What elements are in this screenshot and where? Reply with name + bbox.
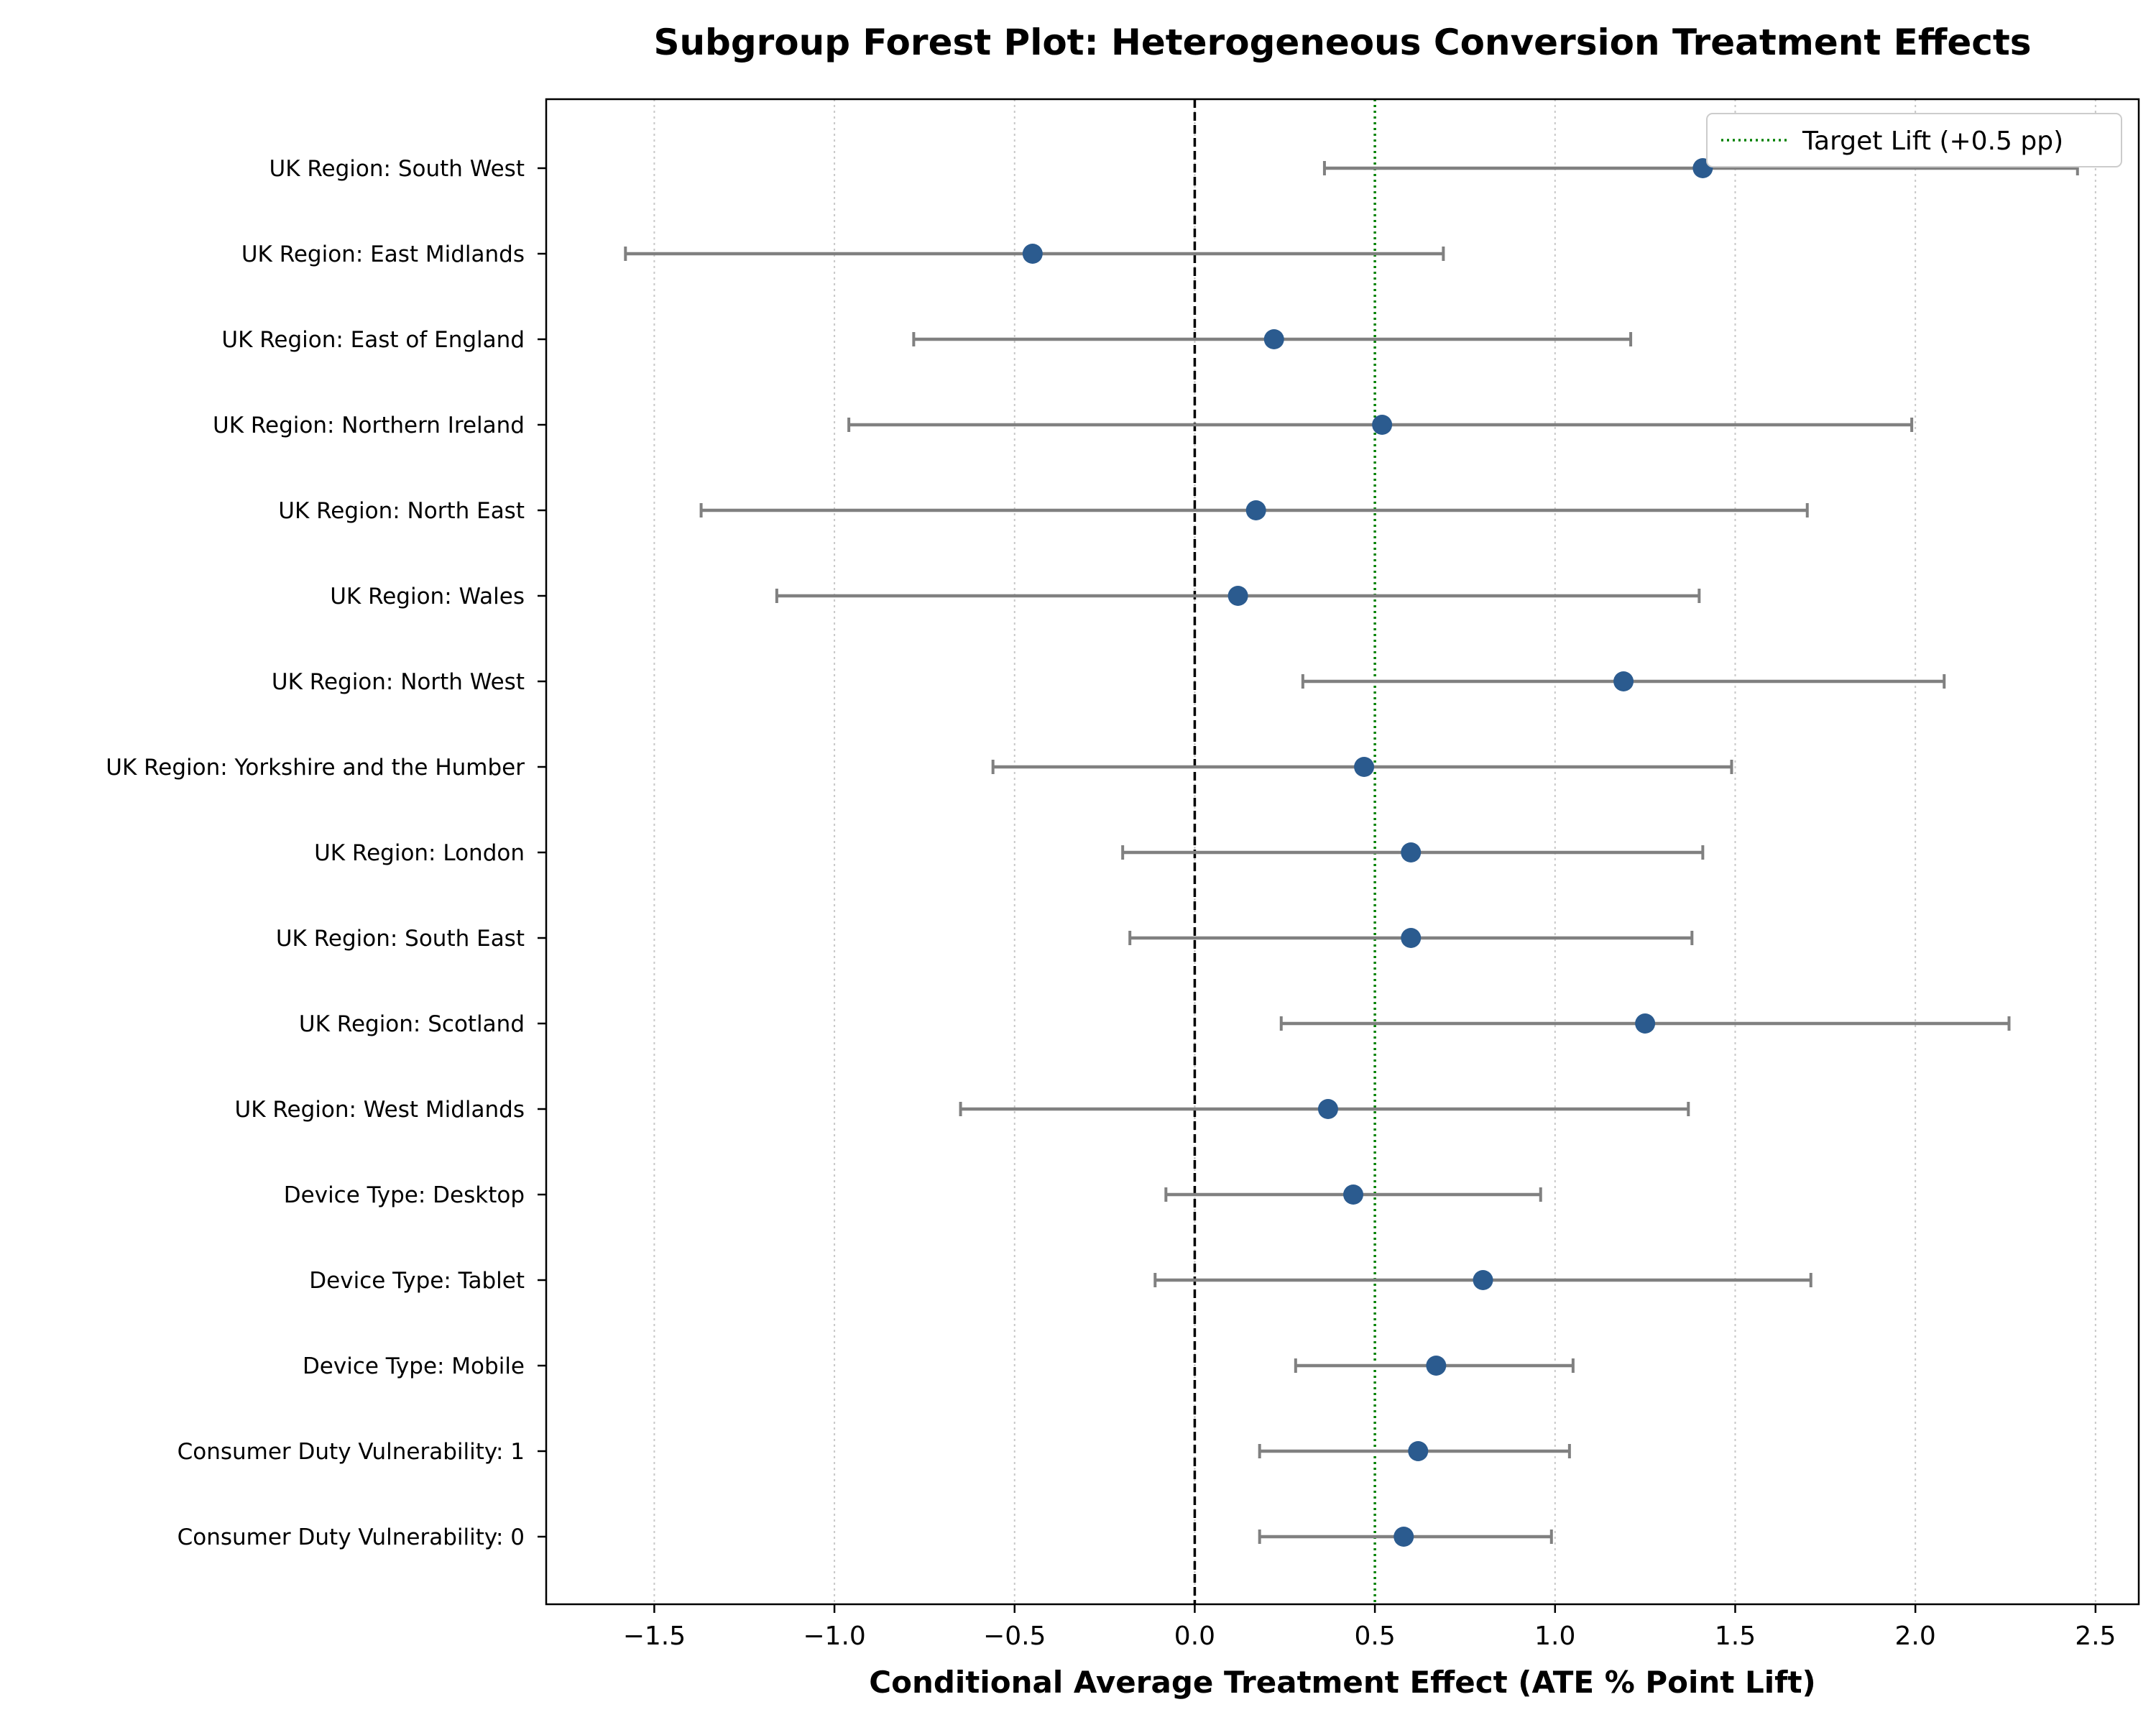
estimate-point	[1613, 671, 1634, 691]
estimate-point	[1635, 1013, 1656, 1034]
subgroup-label: UK Region: North East	[278, 498, 525, 524]
point-estimates	[1022, 158, 1713, 1547]
subgroup-label: Consumer Duty Vulnerability: 0	[178, 1524, 525, 1550]
estimate-point	[1401, 928, 1422, 948]
confidence-intervals	[624, 161, 2079, 1544]
x-tick-label: −1.0	[803, 1622, 865, 1651]
estimate-point	[1426, 1356, 1447, 1376]
subgroup-label: UK Region: Wales	[330, 584, 525, 610]
estimate-point	[1354, 757, 1375, 777]
subgroup-label: UK Region: Yorkshire and the Humber	[106, 755, 525, 781]
legend: Target Lift (+0.5 pp)	[1706, 113, 2122, 167]
x-tick-label: 2.5	[2075, 1622, 2116, 1651]
subgroup-label: Device Type: Tablet	[309, 1268, 525, 1294]
estimate-point	[1227, 586, 1248, 606]
estimate-point	[1372, 415, 1393, 435]
estimate-point	[1408, 1441, 1429, 1461]
estimate-point	[1245, 500, 1266, 520]
subgroup-label: UK Region: North West	[272, 669, 525, 695]
x-tick-label: 2.0	[1895, 1622, 1936, 1651]
x-tick-label: −0.5	[983, 1622, 1046, 1651]
estimate-point	[1393, 1527, 1414, 1547]
estimate-point	[1473, 1270, 1493, 1290]
estimate-point	[1022, 244, 1043, 264]
subgroup-label: Consumer Duty Vulnerability: 1	[178, 1439, 525, 1465]
subgroup-label: UK Region: Northern Ireland	[213, 413, 525, 438]
legend-box	[1706, 113, 2122, 167]
x-tick-label: 1.0	[1534, 1622, 1575, 1651]
subgroup-label: UK Region: South East	[276, 926, 525, 952]
estimate-point	[1317, 1099, 1338, 1119]
legend-target-label: Target Lift (+0.5 pp)	[1802, 126, 2063, 156]
subgroup-label: Device Type: Desktop	[284, 1182, 525, 1208]
subgroup-label: UK Region: West Midlands	[235, 1097, 525, 1123]
y-axis-labels: UK Region: South West UK Region: East Mid…	[106, 156, 546, 1550]
estimate-point	[1263, 329, 1284, 349]
x-axis-ticks: −1.5 −1.0 −0.5 0.0 0.5 1.0 1.5 2.0 2.5	[623, 1604, 2116, 1651]
subgroup-label: Device Type: Mobile	[303, 1353, 525, 1379]
x-tick-label: 1.5	[1715, 1622, 1756, 1651]
x-tick-label: 0.0	[1174, 1622, 1215, 1651]
estimate-point	[1401, 842, 1422, 862]
x-tick-label: −1.5	[623, 1622, 686, 1651]
subgroup-label: UK Region: East Midlands	[241, 242, 525, 267]
subgroup-label: UK Region: Scotland	[299, 1011, 525, 1037]
estimate-point	[1343, 1184, 1364, 1205]
subgroup-label: UK Region: South West	[270, 156, 525, 182]
x-tick-label: 0.5	[1354, 1622, 1395, 1651]
plot-frame	[545, 98, 2140, 1606]
chart-title: Subgroup Forest Plot: Heterogeneous Conv…	[653, 22, 2032, 63]
subgroup-label: UK Region: London	[314, 840, 525, 866]
x-axis-label: Conditional Average Treatment Effect (AT…	[869, 1665, 1815, 1700]
subgroup-label: UK Region: East of England	[221, 327, 525, 353]
